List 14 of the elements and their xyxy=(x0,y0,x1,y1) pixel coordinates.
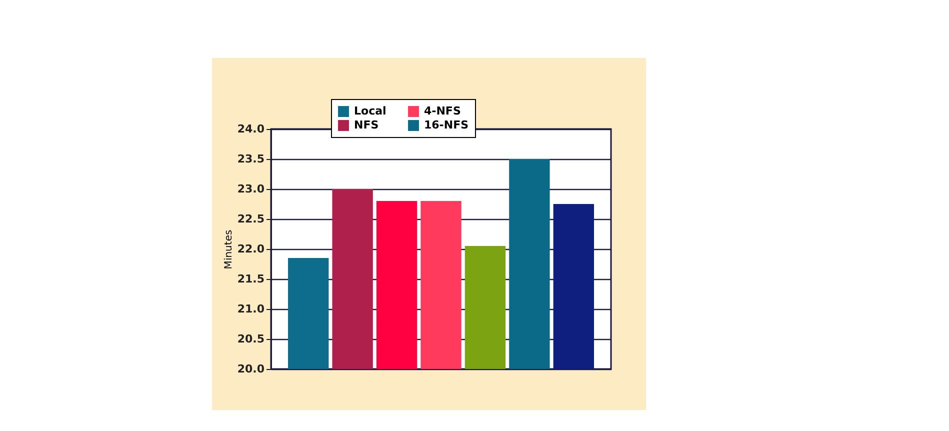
y-tick-label: 24.0 xyxy=(237,122,265,136)
y-tick-label: 23.5 xyxy=(237,152,264,166)
legend-label: NFS xyxy=(354,118,379,132)
y-axis-title: Minutes xyxy=(223,230,234,270)
y-tick-label: 23.0 xyxy=(237,182,265,196)
legend-label: 4-NFS xyxy=(424,104,461,118)
y-tick-label: 20.0 xyxy=(237,362,265,376)
y-tick-label: 22.5 xyxy=(237,212,264,226)
legend-label: 16-NFS xyxy=(424,118,469,132)
y-tick-label: 21.5 xyxy=(237,272,264,286)
legend-label: Local xyxy=(354,104,386,118)
y-tick-label: 21.0 xyxy=(237,302,265,316)
y-tick-label: 22.0 xyxy=(237,242,265,256)
y-tick-label: 20.5 xyxy=(237,332,264,346)
